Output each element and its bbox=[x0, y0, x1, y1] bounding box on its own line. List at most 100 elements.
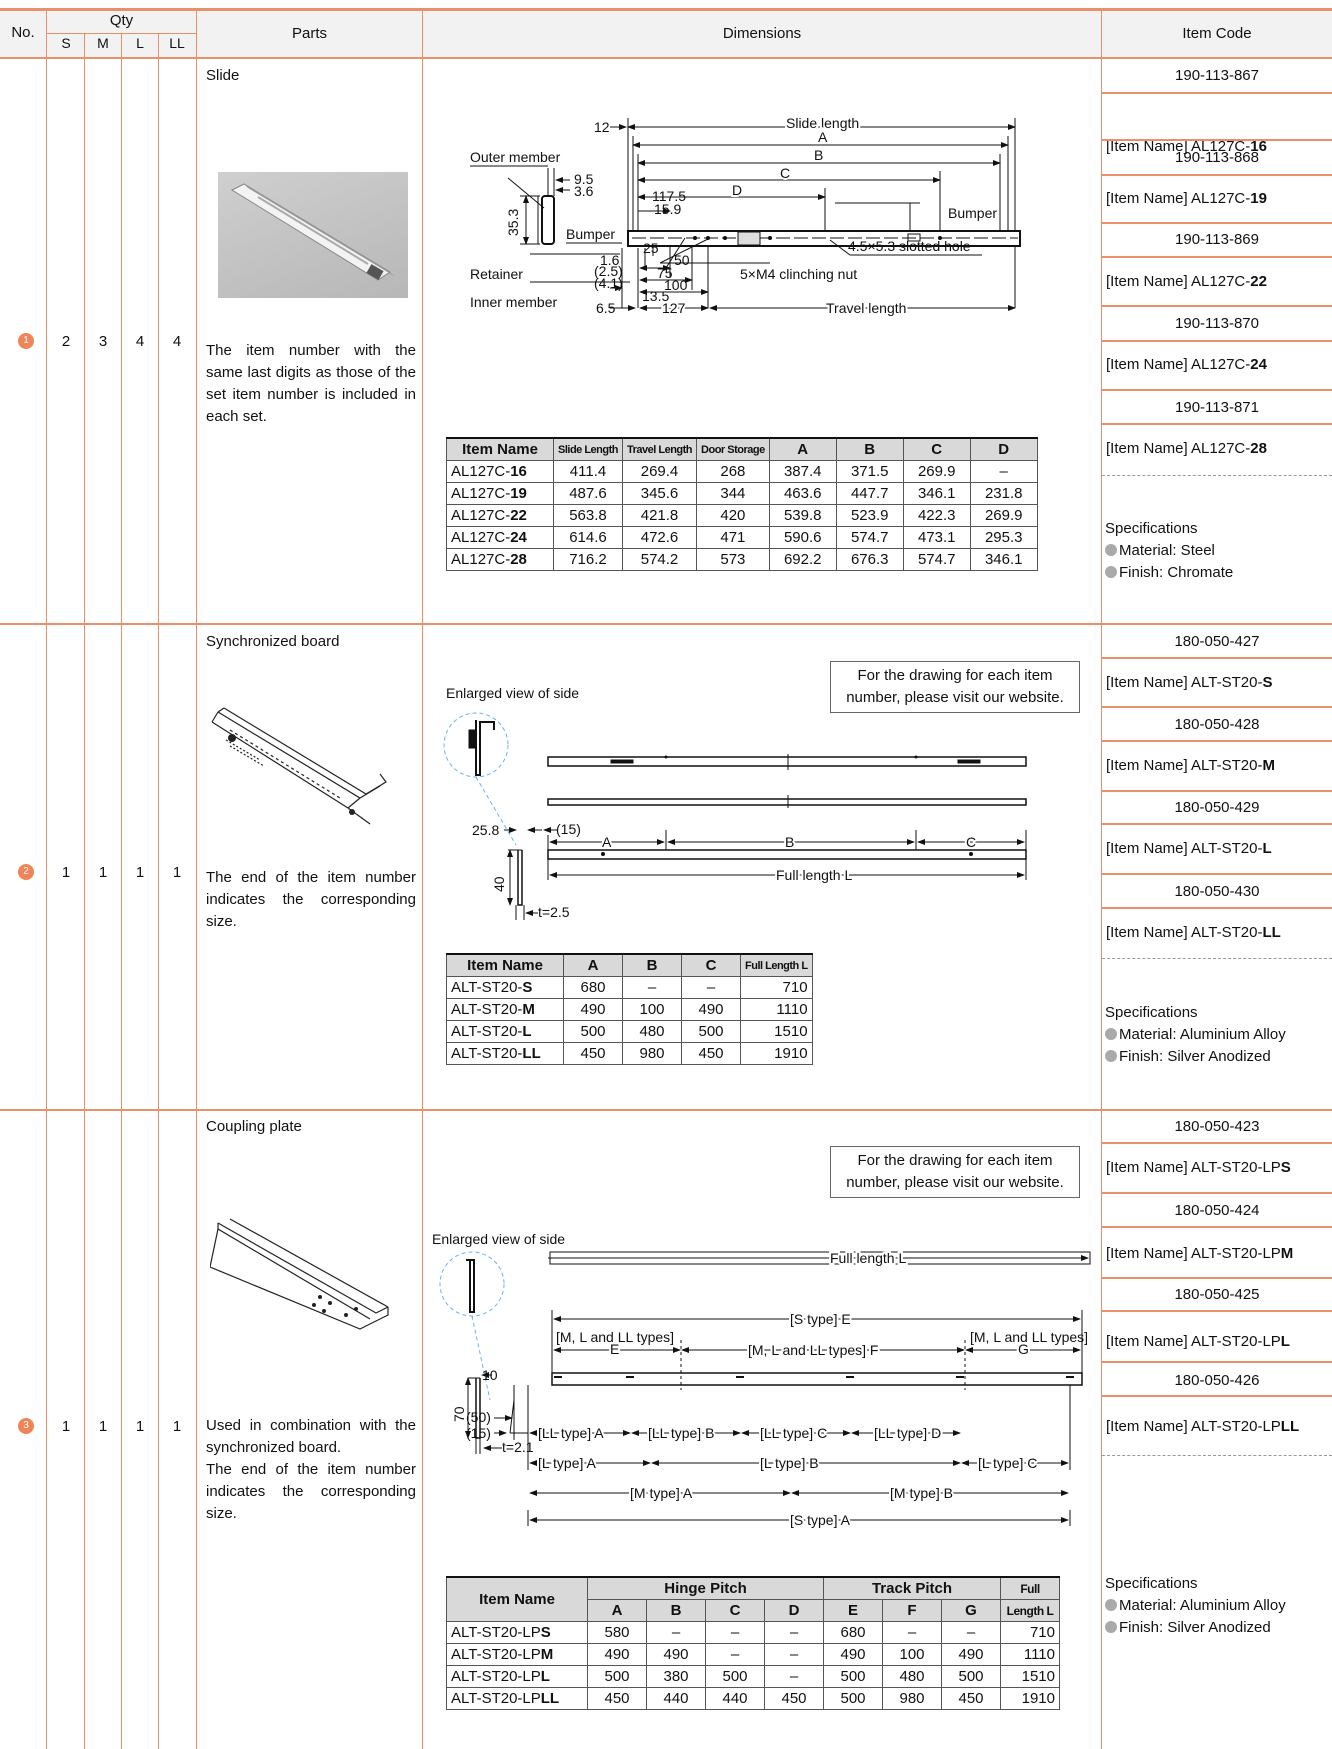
label-9-5: 9.5 bbox=[574, 171, 594, 187]
label-l-type-c: [L type] C bbox=[978, 1455, 1037, 1471]
cell-value: 563.8 bbox=[553, 504, 623, 527]
table-row: ALT-ST20-L 500 480 500 1510 bbox=[446, 1020, 813, 1043]
coupling-plate-drawing: Enlarged view of side bbox=[432, 1231, 1091, 1503]
label-100: 100 bbox=[664, 277, 688, 293]
cell-value: 346.1 bbox=[969, 548, 1038, 571]
label-127: 127 bbox=[662, 300, 686, 316]
label-l-type-a: [L type] A bbox=[538, 1455, 597, 1471]
row-line bbox=[0, 623, 1332, 625]
item-code: 180-050-425 bbox=[1174, 1286, 1260, 1303]
label-c: C bbox=[966, 834, 976, 850]
cell-item-name: AL127C-28 bbox=[446, 548, 554, 571]
label-ll-type-c: [LL type] C bbox=[760, 1425, 827, 1441]
label-a: A bbox=[818, 129, 828, 145]
part-name: Synchronized board bbox=[206, 633, 340, 650]
label-t-2-1: t=2.1 bbox=[502, 1439, 534, 1455]
label-slide-length: Slide length bbox=[786, 115, 859, 131]
specifications: Specifications Material: Aluminium Alloy… bbox=[1105, 1002, 1286, 1068]
th-d: D bbox=[969, 437, 1038, 461]
item-code: 180-050-430 bbox=[1174, 883, 1260, 900]
header-background bbox=[0, 11, 1332, 58]
cell-value: 231.8 bbox=[969, 482, 1038, 505]
code-separator bbox=[1102, 1395, 1332, 1397]
th-travel-length: Travel Length bbox=[621, 437, 698, 461]
cell-item-name: AL127C-24 bbox=[446, 526, 554, 549]
bullet-icon bbox=[1105, 544, 1117, 556]
part-name: Slide bbox=[206, 67, 240, 84]
header-dimensions: Dimensions bbox=[722, 25, 802, 42]
label-enlarged-view: Enlarged view of side bbox=[446, 685, 579, 701]
cell-value: 980 bbox=[882, 1687, 942, 1710]
cell-value: 269.9 bbox=[902, 460, 971, 483]
label-50: 50 bbox=[674, 252, 690, 268]
cell-value: 450 bbox=[941, 1687, 1001, 1710]
cell-value: 450 bbox=[587, 1687, 647, 1710]
qty-ll: 1 bbox=[172, 1418, 182, 1435]
cell-value: 100 bbox=[622, 998, 682, 1021]
cell-value: 450 bbox=[563, 1042, 623, 1065]
table-row: AL127C-22 563.8 421.8 420 539.8 523.9 422.3 269… bbox=[446, 504, 1038, 527]
label-3-6: 3.6 bbox=[574, 183, 594, 199]
label-b: B bbox=[785, 834, 794, 850]
item-name: [Item Name] AL127C-19 bbox=[1106, 190, 1267, 207]
cell-value: 295.3 bbox=[969, 526, 1038, 549]
cell-value: 580 bbox=[587, 1621, 647, 1644]
code-dash-separator bbox=[1102, 958, 1332, 959]
qty-l: 1 bbox=[135, 864, 145, 881]
cell-value: 346.1 bbox=[902, 482, 971, 505]
label-15: (15) bbox=[556, 821, 581, 837]
label-ll-type-a: [LL type] A bbox=[538, 1425, 604, 1441]
table-header-row: Item Name Slide Length Travel Length Doo… bbox=[446, 437, 1038, 461]
cell-value: 472.6 bbox=[621, 526, 698, 549]
cell-value: 1910 bbox=[1000, 1687, 1060, 1710]
label-1-6: 1.6 bbox=[600, 252, 620, 268]
table-row: ALT-ST20-M 490 100 490 1110 bbox=[446, 998, 813, 1021]
label-15: (15) bbox=[466, 1425, 491, 1441]
bullet-icon bbox=[1105, 1028, 1117, 1040]
col-line bbox=[121, 34, 122, 1749]
th-g: G bbox=[941, 1599, 1001, 1622]
cell-value: – bbox=[764, 1621, 824, 1644]
cell-value: 473.1 bbox=[902, 526, 971, 549]
th-f: F bbox=[882, 1599, 942, 1622]
cell-value: 440 bbox=[705, 1687, 765, 1710]
label-50: (50) bbox=[466, 1409, 491, 1425]
cell-value: 500 bbox=[563, 1020, 623, 1043]
cell-item-name: ALT-ST20-LPLL bbox=[446, 1687, 588, 1710]
table-row: AL127C-24 614.6 472.6 471 590.6 574.7 473.1 295… bbox=[446, 526, 1038, 549]
cell-value: 447.7 bbox=[835, 482, 904, 505]
cell-item-name: ALT-ST20-L bbox=[446, 1020, 564, 1043]
label-s-type-e: [S type] E bbox=[790, 1311, 851, 1327]
synchronized-board-icon bbox=[211, 707, 387, 825]
row-number-badge: 3 bbox=[18, 1418, 34, 1434]
coupling-s-type-dim: [S type] A bbox=[527, 1510, 1071, 1530]
label-25-8: 25.8 bbox=[472, 822, 499, 838]
cell-value: 269.9 bbox=[969, 504, 1038, 527]
label-enlarged-view: Enlarged view of side bbox=[432, 1231, 565, 1247]
part-name: Coupling plate bbox=[206, 1118, 302, 1135]
code-separator bbox=[1102, 657, 1332, 659]
part-description: Used in combination with the synchronize… bbox=[206, 1417, 416, 1522]
item-code: 190-113-870 bbox=[1175, 315, 1259, 332]
code-separator bbox=[1102, 139, 1332, 141]
qty-ll: 4 bbox=[172, 333, 182, 350]
item-name: [Item Name] ALT-ST20-L bbox=[1106, 840, 1272, 857]
cell-value: 268 bbox=[696, 460, 770, 483]
cell-value: 716.2 bbox=[553, 548, 623, 571]
col-line bbox=[422, 11, 423, 1749]
th-c: C bbox=[705, 1599, 765, 1622]
synchronized-board-drawing: Enlarged view of side bbox=[443, 685, 1027, 920]
cell-value: 411.4 bbox=[553, 460, 623, 483]
col-line bbox=[46, 11, 47, 1749]
cell-value: 500 bbox=[823, 1687, 883, 1710]
table-row: ALT-ST20-S 680– –710 bbox=[446, 976, 813, 999]
item-code: 190-113-869 bbox=[1175, 231, 1259, 248]
specifications: Specifications Material: Aluminium Alloy… bbox=[1105, 1573, 1286, 1639]
qty-divider bbox=[47, 33, 196, 34]
code-separator bbox=[1102, 907, 1332, 909]
top-border bbox=[0, 8, 1332, 11]
label-inner-member: Inner member bbox=[470, 294, 557, 310]
item-code: 180-050-426 bbox=[1174, 1372, 1260, 1389]
th-full-length: Full Length L bbox=[740, 953, 813, 977]
slide-photo bbox=[218, 172, 408, 298]
